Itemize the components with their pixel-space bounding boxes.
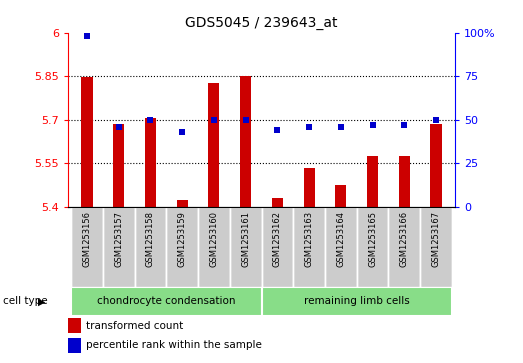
Text: GSM1253156: GSM1253156 [83,211,92,267]
Bar [335,185,346,207]
Point [83,33,91,39]
Title: GDS5045 / 239643_at: GDS5045 / 239643_at [185,16,338,30]
Point [305,124,313,130]
Bar [357,207,389,287]
Text: remaining limb cells: remaining limb cells [304,296,410,306]
Bar [71,207,103,287]
Text: GSM1253159: GSM1253159 [178,211,187,267]
Bar [430,124,441,207]
Bar [293,207,325,287]
Bar [367,156,378,207]
Text: GSM1253158: GSM1253158 [146,211,155,267]
Text: GSM1253164: GSM1253164 [336,211,345,267]
Text: transformed count: transformed count [86,321,184,331]
Bar [177,200,188,207]
Bar [68,338,81,353]
Text: GSM1253162: GSM1253162 [273,211,282,267]
Text: GSM1253163: GSM1253163 [304,211,314,267]
Bar [262,287,452,316]
Point [368,122,377,128]
Bar [71,287,262,316]
Text: GSM1253166: GSM1253166 [400,211,409,267]
Point [400,122,408,128]
Bar [389,207,420,287]
Text: GSM1253161: GSM1253161 [241,211,250,267]
Bar [230,207,262,287]
Point [210,117,218,123]
Point [115,124,123,130]
Bar [145,118,156,207]
Bar [68,318,81,333]
Text: GSM1253160: GSM1253160 [209,211,219,267]
Text: GSM1253167: GSM1253167 [431,211,440,267]
Bar [420,207,452,287]
Bar [134,207,166,287]
Bar [399,156,410,207]
Text: percentile rank within the sample: percentile rank within the sample [86,340,262,350]
Bar [166,207,198,287]
Bar [198,207,230,287]
Text: cell type: cell type [3,296,47,306]
Point [337,124,345,130]
Point [178,129,186,135]
Bar [303,168,315,207]
Point [432,117,440,123]
Point [146,117,155,123]
Bar [103,207,134,287]
Text: chondrocyte condensation: chondrocyte condensation [97,296,235,306]
Bar [240,76,251,207]
Text: GSM1253165: GSM1253165 [368,211,377,267]
Bar [113,124,124,207]
Bar [272,198,283,207]
Bar [325,207,357,287]
Bar [262,207,293,287]
Point [242,117,250,123]
Bar [82,77,93,207]
Text: ▶: ▶ [38,296,46,306]
Point [273,127,281,133]
Text: GSM1253157: GSM1253157 [114,211,123,267]
Bar [208,83,220,207]
